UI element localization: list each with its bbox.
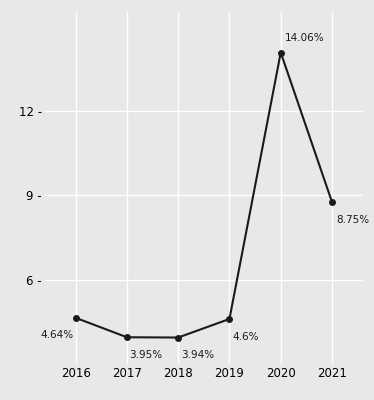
Text: 4.6%: 4.6% <box>232 332 258 342</box>
Text: 4.64%: 4.64% <box>40 330 73 340</box>
Text: 8.75%: 8.75% <box>336 215 369 225</box>
Text: 3.94%: 3.94% <box>181 350 214 360</box>
Text: 3.95%: 3.95% <box>129 350 163 360</box>
Text: 14.06%: 14.06% <box>285 33 325 43</box>
